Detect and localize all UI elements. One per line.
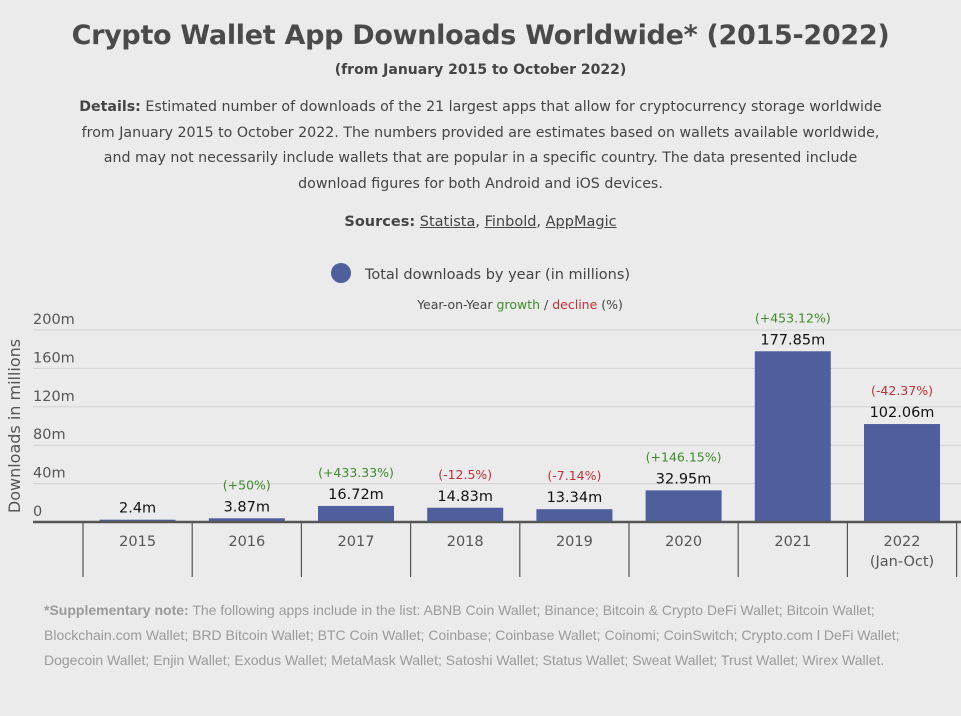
x-tick-label: 2020 [665, 534, 702, 550]
bar-value-label: 102.06m [870, 405, 935, 421]
bar-chart: Downloads in millions 0 40m 80m 120m 160m 200m… [5, 310, 961, 577]
x-tick-sublabel: (Jan-Oct) [870, 554, 934, 570]
chart-subtitle: (from January 2015 to October 2022) [334, 62, 627, 78]
y-axis-label: Downloads in millions [5, 339, 24, 513]
bar-2021 [754, 351, 831, 522]
bar-value-label: 177.85m [760, 332, 825, 348]
yoy-growth-word: growth [496, 297, 541, 312]
yoy-change-label: (+453.12%) [755, 310, 831, 325]
supplementary-note: *Supplementary note: The following apps … [44, 598, 924, 673]
yoy-change-label: (+146.15%) [646, 449, 722, 464]
y-tick-label: 120m [33, 389, 75, 405]
chart-title: Crypto Wallet App Downloads Worldwide* (… [71, 20, 890, 51]
y-tick-label: 80m [33, 427, 66, 443]
source-link-finbold[interactable]: Finbold [484, 214, 537, 230]
x-tick-label: 2018 [447, 534, 484, 550]
y-tick-label: 200m [33, 312, 75, 328]
legend-swatch-icon [330, 263, 351, 283]
x-tick-label: 2022 [884, 534, 921, 550]
sources-line: Sources: Statista, Finbold, AppMagic [344, 214, 617, 230]
yoy-change-label: (+433.33%) [318, 465, 394, 480]
bar-value-label: 14.83m [437, 489, 493, 505]
chart-legend: Total downloads by year (in millions) [0, 263, 961, 283]
source-link-appmagic[interactable]: AppMagic [545, 214, 617, 230]
bar-2016 [208, 518, 285, 522]
details-label: Details: [79, 99, 141, 115]
yoy-change-label: (+50%) [223, 477, 271, 492]
yoy-change-label: (-7.14%) [547, 468, 601, 483]
bar-value-label: 2.4m [119, 501, 156, 517]
yoy-note: Year-on-Year growth / decline (%) [220, 297, 820, 312]
x-tick-label: 2017 [338, 534, 375, 550]
yoy-change-label: (-42.37%) [871, 383, 933, 398]
y-tick-label: 0 [33, 504, 42, 520]
bar-2022 [864, 424, 940, 522]
yoy-separator: / [544, 297, 549, 312]
bar-2020 [645, 490, 722, 522]
sources-label: Sources: [344, 214, 416, 230]
note-label: *Supplementary note: [44, 602, 189, 618]
yoy-change-label: (-12.5%) [438, 467, 492, 482]
note-text: The following apps include in the list: … [44, 602, 900, 668]
x-tick-label: 2019 [556, 534, 593, 550]
y-tick-label: 40m [33, 466, 66, 482]
source-link-statista[interactable]: Statista [419, 214, 476, 230]
yoy-suffix: (%) [601, 297, 623, 312]
x-tick-label: 2016 [228, 534, 265, 550]
yoy-decline-word: decline [552, 297, 598, 312]
bar-2019 [536, 509, 613, 522]
bar-2018 [427, 507, 504, 522]
legend-label: Total downloads by year (in millions) [364, 267, 631, 283]
details-text: Estimated number of downloads of the 21 … [81, 99, 882, 192]
bar-value-label: 16.72m [328, 487, 384, 503]
bar-value-label: 32.95m [656, 471, 712, 487]
details-paragraph: Details: Estimated number of downloads o… [70, 95, 891, 197]
x-tick-label: 2021 [774, 534, 811, 550]
bar-value-label: 3.87m [224, 499, 270, 515]
bar-value-label: 13.34m [547, 490, 603, 506]
x-tick-label: 2015 [119, 534, 156, 550]
bar-2017 [318, 505, 394, 522]
y-tick-label: 160m [33, 350, 75, 366]
yoy-prefix: Year-on-Year [417, 297, 493, 312]
